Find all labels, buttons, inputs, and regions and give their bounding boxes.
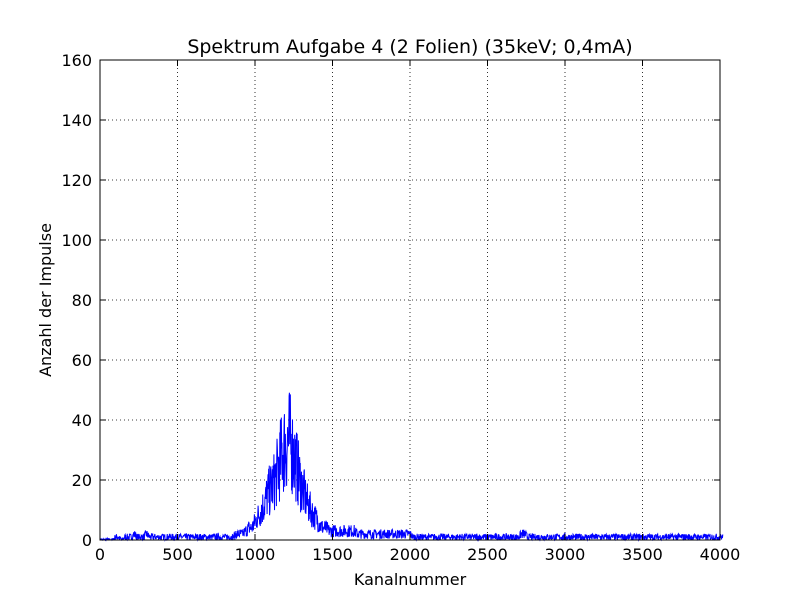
chart-title: Spektrum Aufgabe 4 (2 Folien) (35keV; 0,… <box>187 36 632 58</box>
y-tick-label: 140 <box>61 111 92 130</box>
y-axis-label: Anzahl der Impulse <box>36 223 55 377</box>
y-tick-label: 20 <box>72 471 92 490</box>
y-tick-label: 40 <box>72 411 92 430</box>
y-tick-labels: 0 20 40 60 80 100 120 140 160 <box>61 51 92 550</box>
x-tick-label: 2000 <box>390 545 431 564</box>
x-tick-label: 1000 <box>235 545 276 564</box>
x-tick-label: 0 <box>95 545 105 564</box>
y-tick-label: 120 <box>61 171 92 190</box>
series-layer <box>99 392 724 542</box>
x-tick-label: 4000 <box>700 545 741 564</box>
x-tick-label: 1500 <box>312 545 353 564</box>
y-tick-label: 60 <box>72 351 92 370</box>
x-tick-label: 3000 <box>545 545 586 564</box>
y-tick-label: 0 <box>82 531 92 550</box>
tick-marks <box>99 59 721 541</box>
x-tick-label: 3500 <box>622 545 663 564</box>
y-tick-label: 100 <box>61 231 92 250</box>
spectrum-line <box>99 392 724 542</box>
x-tick-labels: 0 500 1000 1500 2000 2500 3000 3500 4000 <box>95 545 740 564</box>
x-tick-label: 2500 <box>467 545 508 564</box>
grid-lines <box>100 60 720 540</box>
y-tick-label: 80 <box>72 291 92 310</box>
x-tick-label: 500 <box>162 545 193 564</box>
y-tick-label: 160 <box>61 51 92 70</box>
x-axis-label: Kanalnummer <box>354 570 467 589</box>
